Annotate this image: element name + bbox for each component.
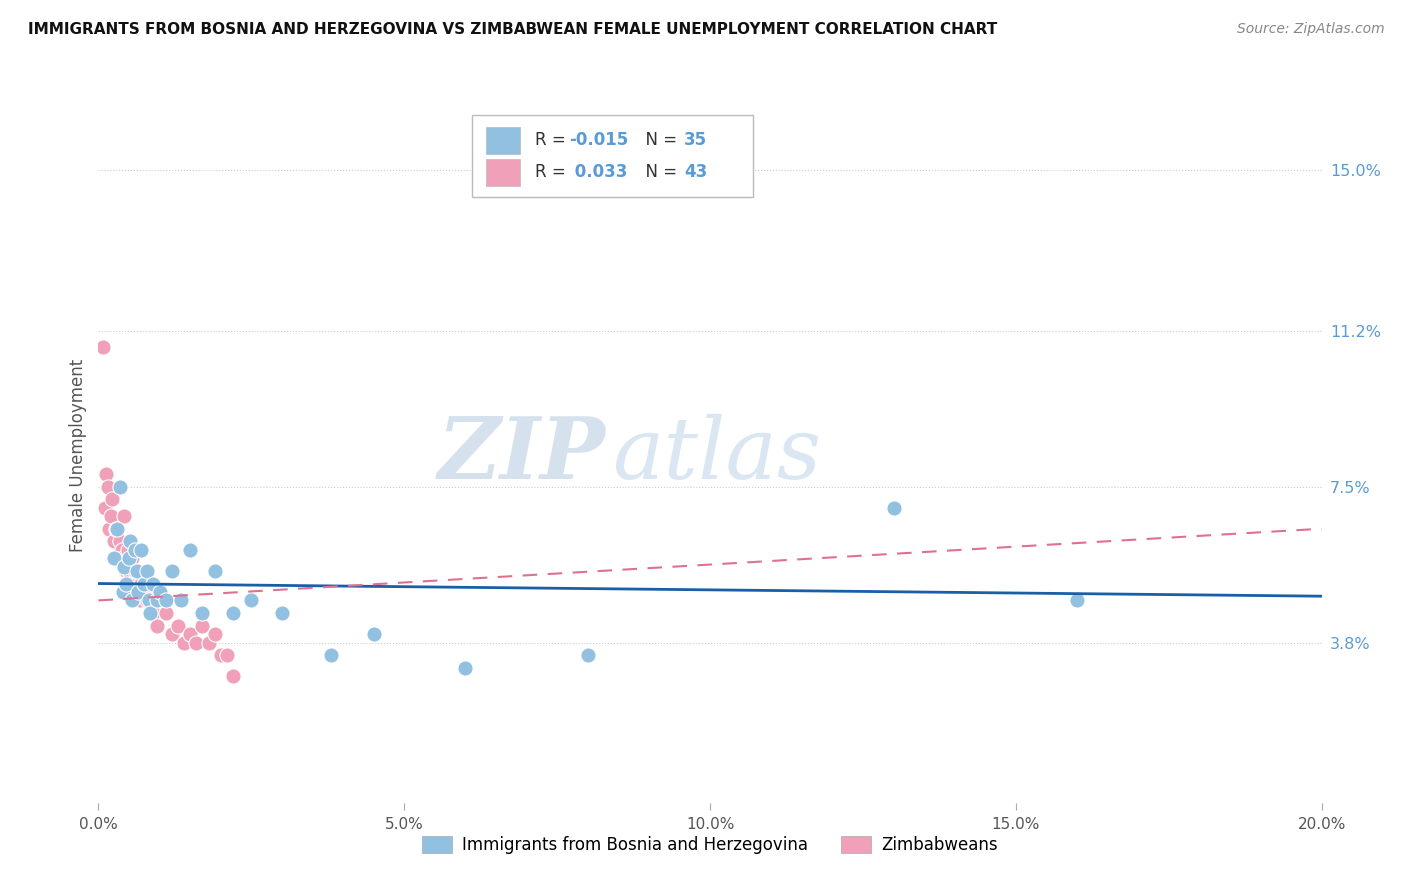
- Point: [240, 593, 263, 607]
- Point: [121, 593, 143, 607]
- Point: [105, 522, 128, 536]
- Point: [1066, 593, 1088, 607]
- Point: [111, 542, 134, 557]
- Point: [145, 593, 167, 607]
- Text: IMMIGRANTS FROM BOSNIA AND HERZEGOVINA VS ZIMBABWEAN FEMALE UNEMPLOYMENT CORRELA: IMMIGRANTS FROM BOSNIA AND HERZEGOVINA V…: [28, 22, 997, 37]
- FancyBboxPatch shape: [486, 127, 520, 154]
- Point: [103, 534, 125, 549]
- Text: R =: R =: [536, 131, 571, 150]
- Point: [108, 534, 131, 549]
- Y-axis label: Female Unemployment: Female Unemployment: [69, 359, 87, 551]
- Text: 43: 43: [685, 163, 707, 181]
- FancyBboxPatch shape: [471, 115, 752, 197]
- Point: [155, 606, 177, 620]
- Point: [136, 564, 159, 578]
- Point: [454, 661, 477, 675]
- Point: [118, 564, 141, 578]
- Point: [222, 669, 245, 683]
- Point: [124, 564, 146, 578]
- FancyBboxPatch shape: [486, 159, 520, 186]
- Point: [125, 564, 148, 578]
- Point: [97, 479, 120, 493]
- Point: [107, 551, 129, 566]
- Point: [115, 564, 138, 578]
- Point: [103, 551, 125, 566]
- Point: [122, 576, 145, 591]
- Point: [191, 606, 214, 620]
- Point: [112, 559, 135, 574]
- Point: [111, 551, 134, 566]
- Point: [124, 542, 146, 557]
- Point: [108, 479, 131, 493]
- Point: [149, 585, 172, 599]
- Point: [129, 576, 152, 591]
- Point: [204, 564, 226, 578]
- Point: [91, 340, 114, 354]
- Point: [170, 593, 193, 607]
- Point: [883, 500, 905, 515]
- Point: [138, 593, 160, 607]
- Point: [186, 635, 208, 649]
- Point: [179, 542, 201, 557]
- Point: [93, 500, 115, 515]
- Point: [160, 627, 183, 641]
- Point: [121, 551, 143, 566]
- Point: [209, 648, 232, 663]
- Point: [120, 534, 142, 549]
- Point: [204, 627, 226, 641]
- Point: [115, 576, 138, 591]
- Point: [105, 522, 128, 536]
- Point: [191, 618, 214, 632]
- Point: [129, 593, 152, 607]
- Point: [363, 627, 385, 641]
- Text: Source: ZipAtlas.com: Source: ZipAtlas.com: [1237, 22, 1385, 37]
- Point: [136, 593, 159, 607]
- Point: [139, 593, 162, 607]
- Point: [215, 648, 238, 663]
- Point: [98, 522, 121, 536]
- Point: [197, 635, 219, 649]
- Text: atlas: atlas: [612, 414, 821, 496]
- Point: [319, 648, 342, 663]
- Point: [179, 627, 201, 641]
- Point: [129, 542, 152, 557]
- Point: [127, 585, 149, 599]
- Legend: Immigrants from Bosnia and Herzegovina, Zimbabweans: Immigrants from Bosnia and Herzegovina, …: [415, 829, 1005, 861]
- Point: [118, 551, 141, 566]
- Point: [173, 635, 195, 649]
- Point: [104, 522, 127, 536]
- Text: N =: N =: [636, 131, 683, 150]
- Text: N =: N =: [636, 163, 683, 181]
- Point: [117, 542, 139, 557]
- Text: -0.015: -0.015: [569, 131, 628, 150]
- Point: [100, 509, 122, 524]
- Point: [145, 618, 167, 632]
- Point: [134, 576, 156, 591]
- Point: [101, 492, 124, 507]
- Point: [222, 606, 245, 620]
- Text: R =: R =: [536, 163, 571, 181]
- Point: [139, 606, 162, 620]
- Point: [270, 606, 292, 620]
- Point: [142, 606, 165, 620]
- Point: [112, 509, 135, 524]
- Point: [142, 576, 165, 591]
- Point: [94, 467, 117, 481]
- Text: ZIP: ZIP: [439, 413, 606, 497]
- Point: [576, 648, 599, 663]
- Point: [134, 585, 156, 599]
- Text: 35: 35: [685, 131, 707, 150]
- Point: [111, 585, 134, 599]
- Point: [155, 593, 177, 607]
- Point: [167, 618, 190, 632]
- Point: [127, 585, 149, 599]
- Text: 0.033: 0.033: [569, 163, 627, 181]
- Point: [120, 576, 142, 591]
- Point: [149, 585, 172, 599]
- Point: [160, 564, 183, 578]
